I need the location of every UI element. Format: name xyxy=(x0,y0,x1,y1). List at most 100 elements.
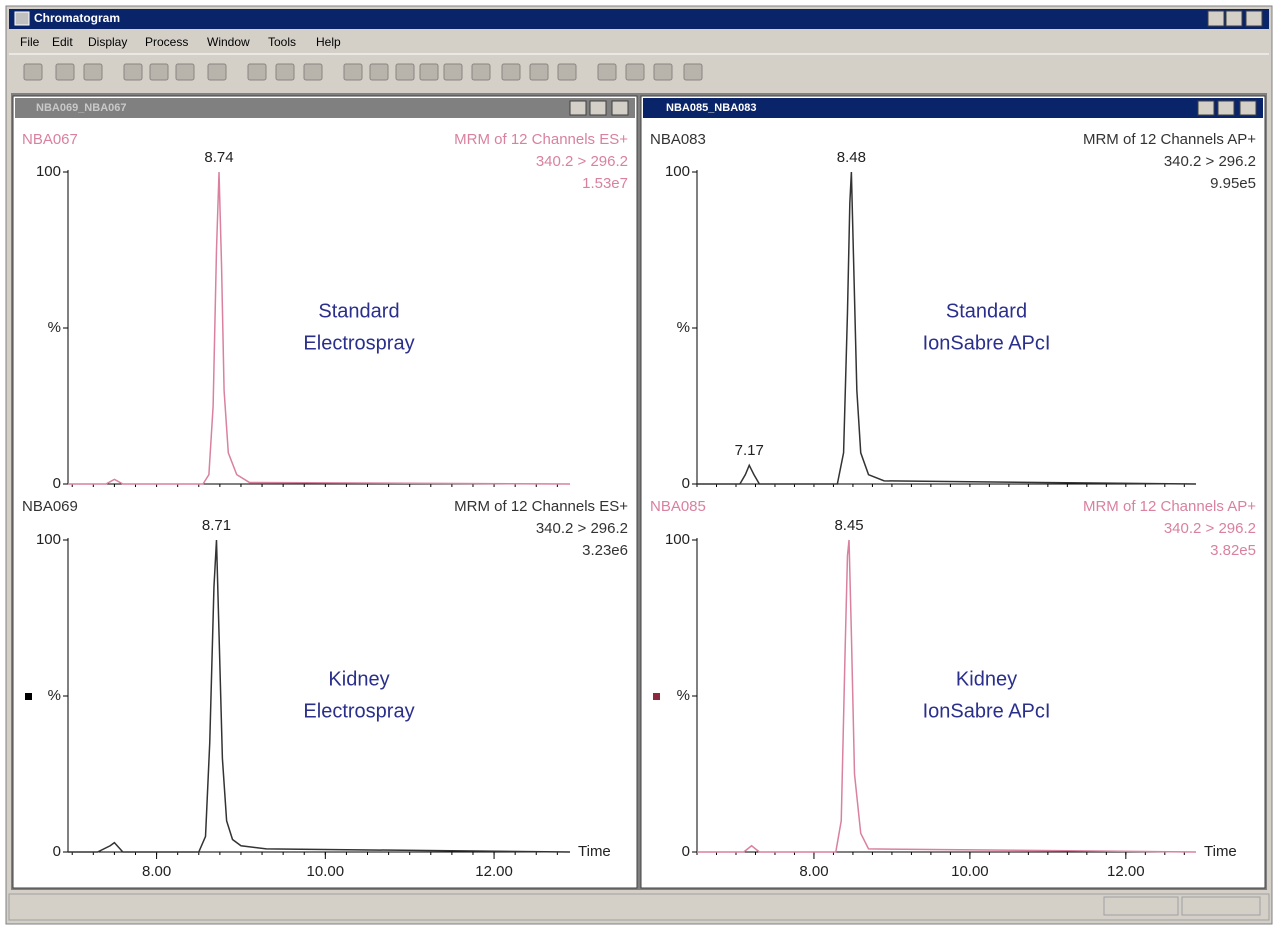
toolbar-button[interactable] xyxy=(149,63,169,81)
title-bar xyxy=(9,9,1269,29)
y-tick-label: 100 xyxy=(665,163,690,180)
toolbar-button[interactable] xyxy=(443,63,463,81)
pane-minimize[interactable] xyxy=(569,100,587,116)
x-tick-label: 10.00 xyxy=(951,863,989,880)
pane-maximize[interactable] xyxy=(1217,100,1235,116)
pane-close[interactable] xyxy=(1239,100,1257,116)
trace xyxy=(697,171,1197,485)
sample-name: NBA067 xyxy=(22,131,78,148)
pane-minimize[interactable] xyxy=(1197,100,1215,116)
annotation: Electrospray xyxy=(303,332,414,354)
toolbar-button[interactable] xyxy=(597,63,617,81)
window-controls xyxy=(1207,10,1263,27)
toolbar-button[interactable] xyxy=(303,63,323,81)
toolbar-button[interactable] xyxy=(395,63,415,81)
menu-item[interactable]: File xyxy=(20,35,40,49)
pane-close[interactable] xyxy=(611,100,629,116)
toolbar-button[interactable] xyxy=(419,63,439,81)
peak-label: 8.71 xyxy=(202,517,231,534)
toolbar-button[interactable] xyxy=(55,63,75,81)
toolbar xyxy=(23,63,703,81)
annotation: Standard xyxy=(946,300,1027,322)
x-tick-label: 12.00 xyxy=(1107,863,1145,880)
trace-info: 3.23e6 xyxy=(582,542,628,559)
x-axis-label: Time xyxy=(1204,843,1237,860)
chromatogram: NBA069 MRM of 12 Channels ES+ 340.2 > 296.… xyxy=(22,498,628,880)
close-button[interactable] xyxy=(1245,10,1263,27)
sample-name: NBA083 xyxy=(650,131,706,148)
peak-label: 8.48 xyxy=(837,149,866,166)
toolbar-button[interactable] xyxy=(83,63,103,81)
window-title: Chromatogram xyxy=(34,11,120,25)
toolbar-button[interactable] xyxy=(123,63,143,81)
app-icon xyxy=(14,11,30,26)
y-tick-label: % xyxy=(677,319,690,336)
y-tick-label: 100 xyxy=(36,531,61,548)
toolbar-button[interactable] xyxy=(343,63,363,81)
right-pane-title: NBA085_NBA083 xyxy=(666,102,757,114)
toolbar-button[interactable] xyxy=(247,63,267,81)
menu-item[interactable]: Edit xyxy=(52,35,73,49)
toolbar-button[interactable] xyxy=(501,63,521,81)
left-pane-title-bar xyxy=(15,98,635,118)
menu-item[interactable]: Help xyxy=(316,35,341,49)
trace-marker xyxy=(25,693,32,700)
annotation: IonSabre APcI xyxy=(923,700,1051,722)
peak-label: 7.17 xyxy=(735,442,764,459)
annotation: Kidney xyxy=(328,668,389,690)
y-tick-label: 0 xyxy=(682,475,690,492)
chromatogram: NBA083 MRM of 12 Channels AP+ 340.2 > 296.… xyxy=(650,131,1256,492)
toolbar-button[interactable] xyxy=(175,63,195,81)
menu-item[interactable]: Tools xyxy=(268,35,296,49)
sample-name: NBA085 xyxy=(650,498,706,515)
left-pane-title: NBA069_NBA067 xyxy=(36,102,127,114)
menu-item[interactable]: Display xyxy=(88,35,127,49)
pane-controls xyxy=(569,100,1257,116)
peak-label: 8.74 xyxy=(204,149,233,166)
y-tick-label: 0 xyxy=(53,475,61,492)
y-tick-label: % xyxy=(48,319,61,336)
toolbar-button[interactable] xyxy=(529,63,549,81)
trace xyxy=(68,539,571,853)
x-axis-label: Time xyxy=(578,843,611,860)
toolbar-button[interactable] xyxy=(471,63,491,81)
annotation: Electrospray xyxy=(303,700,414,722)
trace-info: 340.2 > 296.2 xyxy=(1164,153,1256,170)
trace-info: MRM of 12 Channels ES+ xyxy=(454,498,628,515)
x-tick-label: 12.00 xyxy=(475,863,513,880)
right-pane xyxy=(640,95,1266,889)
y-tick-label: % xyxy=(677,687,690,704)
toolbar-button[interactable] xyxy=(369,63,389,81)
menu-bar: File Edit Display Process Window Tools Help xyxy=(20,35,341,49)
trace xyxy=(68,171,571,485)
trace-info: 340.2 > 296.2 xyxy=(536,153,628,170)
left-pane xyxy=(12,95,638,889)
menu-item[interactable]: Process xyxy=(145,35,188,49)
annotation: Kidney xyxy=(956,668,1017,690)
x-tick-label: 10.00 xyxy=(307,863,345,880)
toolbar-button[interactable] xyxy=(275,63,295,81)
annotation: IonSabre APcI xyxy=(923,332,1051,354)
toolbar-button[interactable] xyxy=(557,63,577,81)
maximize-button[interactable] xyxy=(1225,10,1243,27)
toolbar-button[interactable] xyxy=(625,63,645,81)
y-tick-label: 0 xyxy=(53,843,61,860)
x-tick-label: 8.00 xyxy=(799,863,828,880)
toolbar-button[interactable] xyxy=(653,63,673,81)
y-tick-label: % xyxy=(48,687,61,704)
minimize-button[interactable] xyxy=(1207,10,1225,27)
toolbar-button[interactable] xyxy=(683,63,703,81)
toolbar-button[interactable] xyxy=(23,63,43,81)
sample-name: NBA069 xyxy=(22,498,78,515)
trace-info: MRM of 12 Channels ES+ xyxy=(454,131,628,148)
chromatogram: NBA085 MRM of 12 Channels AP+ 340.2 > 296.… xyxy=(650,498,1256,880)
trace-info: 340.2 > 296.2 xyxy=(536,520,628,537)
y-tick-label: 100 xyxy=(665,531,690,548)
toolbar-button[interactable] xyxy=(207,63,227,81)
menu-item[interactable]: Window xyxy=(207,35,250,49)
trace-info: 9.95e5 xyxy=(1210,175,1256,192)
x-tick-label: 8.00 xyxy=(142,863,171,880)
pane-maximize[interactable] xyxy=(589,100,607,116)
peak-label: 8.45 xyxy=(834,517,863,534)
